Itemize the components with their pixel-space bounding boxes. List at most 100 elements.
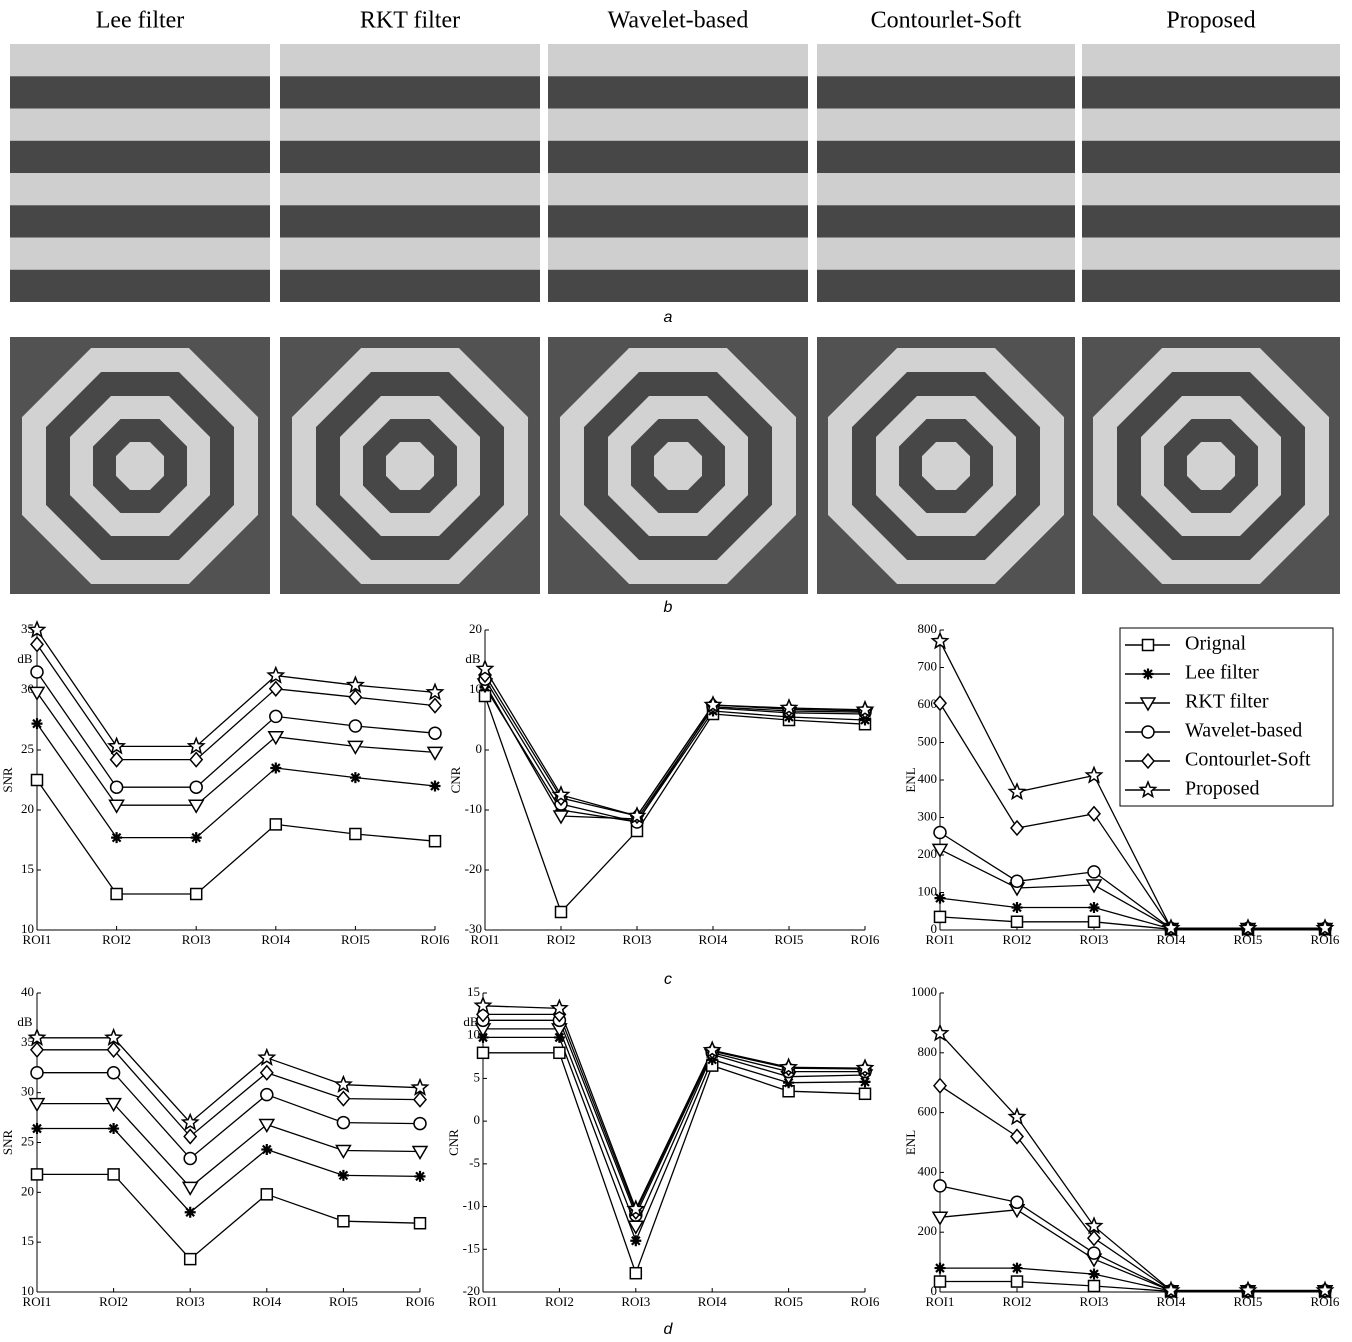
y-tick-label: 1000 <box>911 984 937 999</box>
marker-square <box>32 775 43 786</box>
marker-square <box>630 1268 641 1279</box>
y-tick-label: 15 <box>21 861 34 876</box>
marker-asterisk <box>191 832 202 843</box>
x-tick-label: ROI5 <box>341 932 370 947</box>
octagon <box>1187 442 1235 490</box>
unit-label: dB <box>17 651 33 666</box>
marker-asterisk <box>270 763 281 774</box>
y-tick-label: 600 <box>918 1104 938 1119</box>
marker-star <box>189 738 204 753</box>
marker-diamond <box>111 753 123 767</box>
x-tick-label: ROI4 <box>699 932 728 947</box>
marker-diamond <box>1088 807 1100 821</box>
marker-circle <box>934 1180 946 1192</box>
legend-label: Wavelet-based <box>1185 720 1302 742</box>
marker-square <box>111 889 122 900</box>
stripe <box>817 109 1075 141</box>
column-title: Proposed <box>1166 8 1255 34</box>
y-axis-label: ENL <box>903 767 918 792</box>
x-tick-label: ROI2 <box>545 1294 574 1309</box>
series-line <box>483 1029 865 1226</box>
series-line <box>483 1053 865 1273</box>
y-tick-label: -15 <box>463 1240 480 1255</box>
marker-diamond <box>429 699 441 713</box>
column-title: RKT filter <box>360 8 460 34</box>
x-tick-label: ROI3 <box>623 932 652 947</box>
legend-label: Lee filter <box>1185 662 1259 684</box>
stripe <box>10 44 270 76</box>
marker-diamond <box>337 1092 349 1106</box>
column-title: Wavelet-based <box>608 8 749 34</box>
marker-square <box>860 1088 871 1099</box>
x-tick-label: ROI1 <box>926 1294 955 1309</box>
marker-asterisk <box>935 893 946 904</box>
marker-star <box>106 1030 121 1045</box>
y-tick-label: 200 <box>918 1223 938 1238</box>
x-tick-label: ROI3 <box>1080 1294 1109 1309</box>
series-line <box>37 692 435 805</box>
page: {"columns": ["Lee filter", "RKT filter",… <box>0 0 1352 1342</box>
x-tick-label: ROI2 <box>1003 932 1032 947</box>
marker-star <box>109 738 124 753</box>
stripe <box>10 173 270 205</box>
series-line <box>485 669 865 816</box>
stripe <box>280 238 540 270</box>
x-tick-label: ROI4 <box>698 1294 727 1309</box>
marker-triangle <box>413 1146 427 1158</box>
x-tick-label: ROI3 <box>176 1294 205 1309</box>
marker-square <box>935 1276 946 1287</box>
stripe <box>817 44 1075 76</box>
marker-circle <box>1011 875 1023 887</box>
marker-circle <box>1088 866 1100 878</box>
marker-square <box>1089 1281 1100 1292</box>
marker-triangle <box>260 1120 274 1132</box>
marker-diamond <box>349 690 361 704</box>
marker-triangle <box>189 800 203 812</box>
y-tick-label: 400 <box>918 1163 938 1178</box>
stripe <box>280 109 540 141</box>
y-axis-label: CNR <box>448 766 463 793</box>
stripe <box>548 238 808 270</box>
y-tick-label: -5 <box>469 1155 480 1170</box>
marker-triangle <box>336 1145 350 1157</box>
marker-circle <box>111 781 123 793</box>
marker-circle <box>349 720 361 732</box>
stripe <box>548 76 808 108</box>
y-tick-label: 500 <box>918 733 938 748</box>
x-tick-label: ROI6 <box>851 932 880 947</box>
stripe <box>1082 141 1340 173</box>
series-line <box>37 630 435 746</box>
marker-circle <box>429 727 441 739</box>
x-tick-label: ROI1 <box>469 1294 498 1309</box>
y-tick-label: 25 <box>21 1133 34 1148</box>
stripe <box>280 205 540 237</box>
stripe <box>10 76 270 108</box>
stripe <box>280 76 540 108</box>
marker-star <box>412 1080 427 1095</box>
column-title: Contourlet-Soft <box>871 8 1022 34</box>
marker-square <box>1089 916 1100 927</box>
x-tick-label: ROI3 <box>1080 932 1109 947</box>
marker-asterisk <box>261 1144 272 1155</box>
marker-triangle <box>30 1099 44 1111</box>
marker-triangle <box>183 1182 197 1194</box>
y-tick-label: 200 <box>918 846 938 861</box>
series-line <box>940 1210 1325 1291</box>
stripe <box>1082 238 1340 270</box>
y-tick-label: 20 <box>21 801 34 816</box>
y-tick-label: -10 <box>465 801 482 816</box>
chart: 02004006008001000ROI1ROI2ROI3ROI4ROI5ROI… <box>903 984 1340 1309</box>
marker-star <box>475 998 490 1013</box>
y-tick-label: 0 <box>476 741 483 756</box>
stripe <box>817 238 1075 270</box>
y-tick-label: 700 <box>918 658 938 673</box>
marker-circle <box>184 1152 196 1164</box>
marker-square <box>108 1169 119 1180</box>
series-line <box>940 833 1325 929</box>
stripe <box>10 270 270 302</box>
marker-circle <box>1088 1247 1100 1259</box>
marker-asterisk <box>185 1207 196 1218</box>
legend-marker <box>1142 726 1154 738</box>
marker-asterisk <box>338 1170 349 1181</box>
